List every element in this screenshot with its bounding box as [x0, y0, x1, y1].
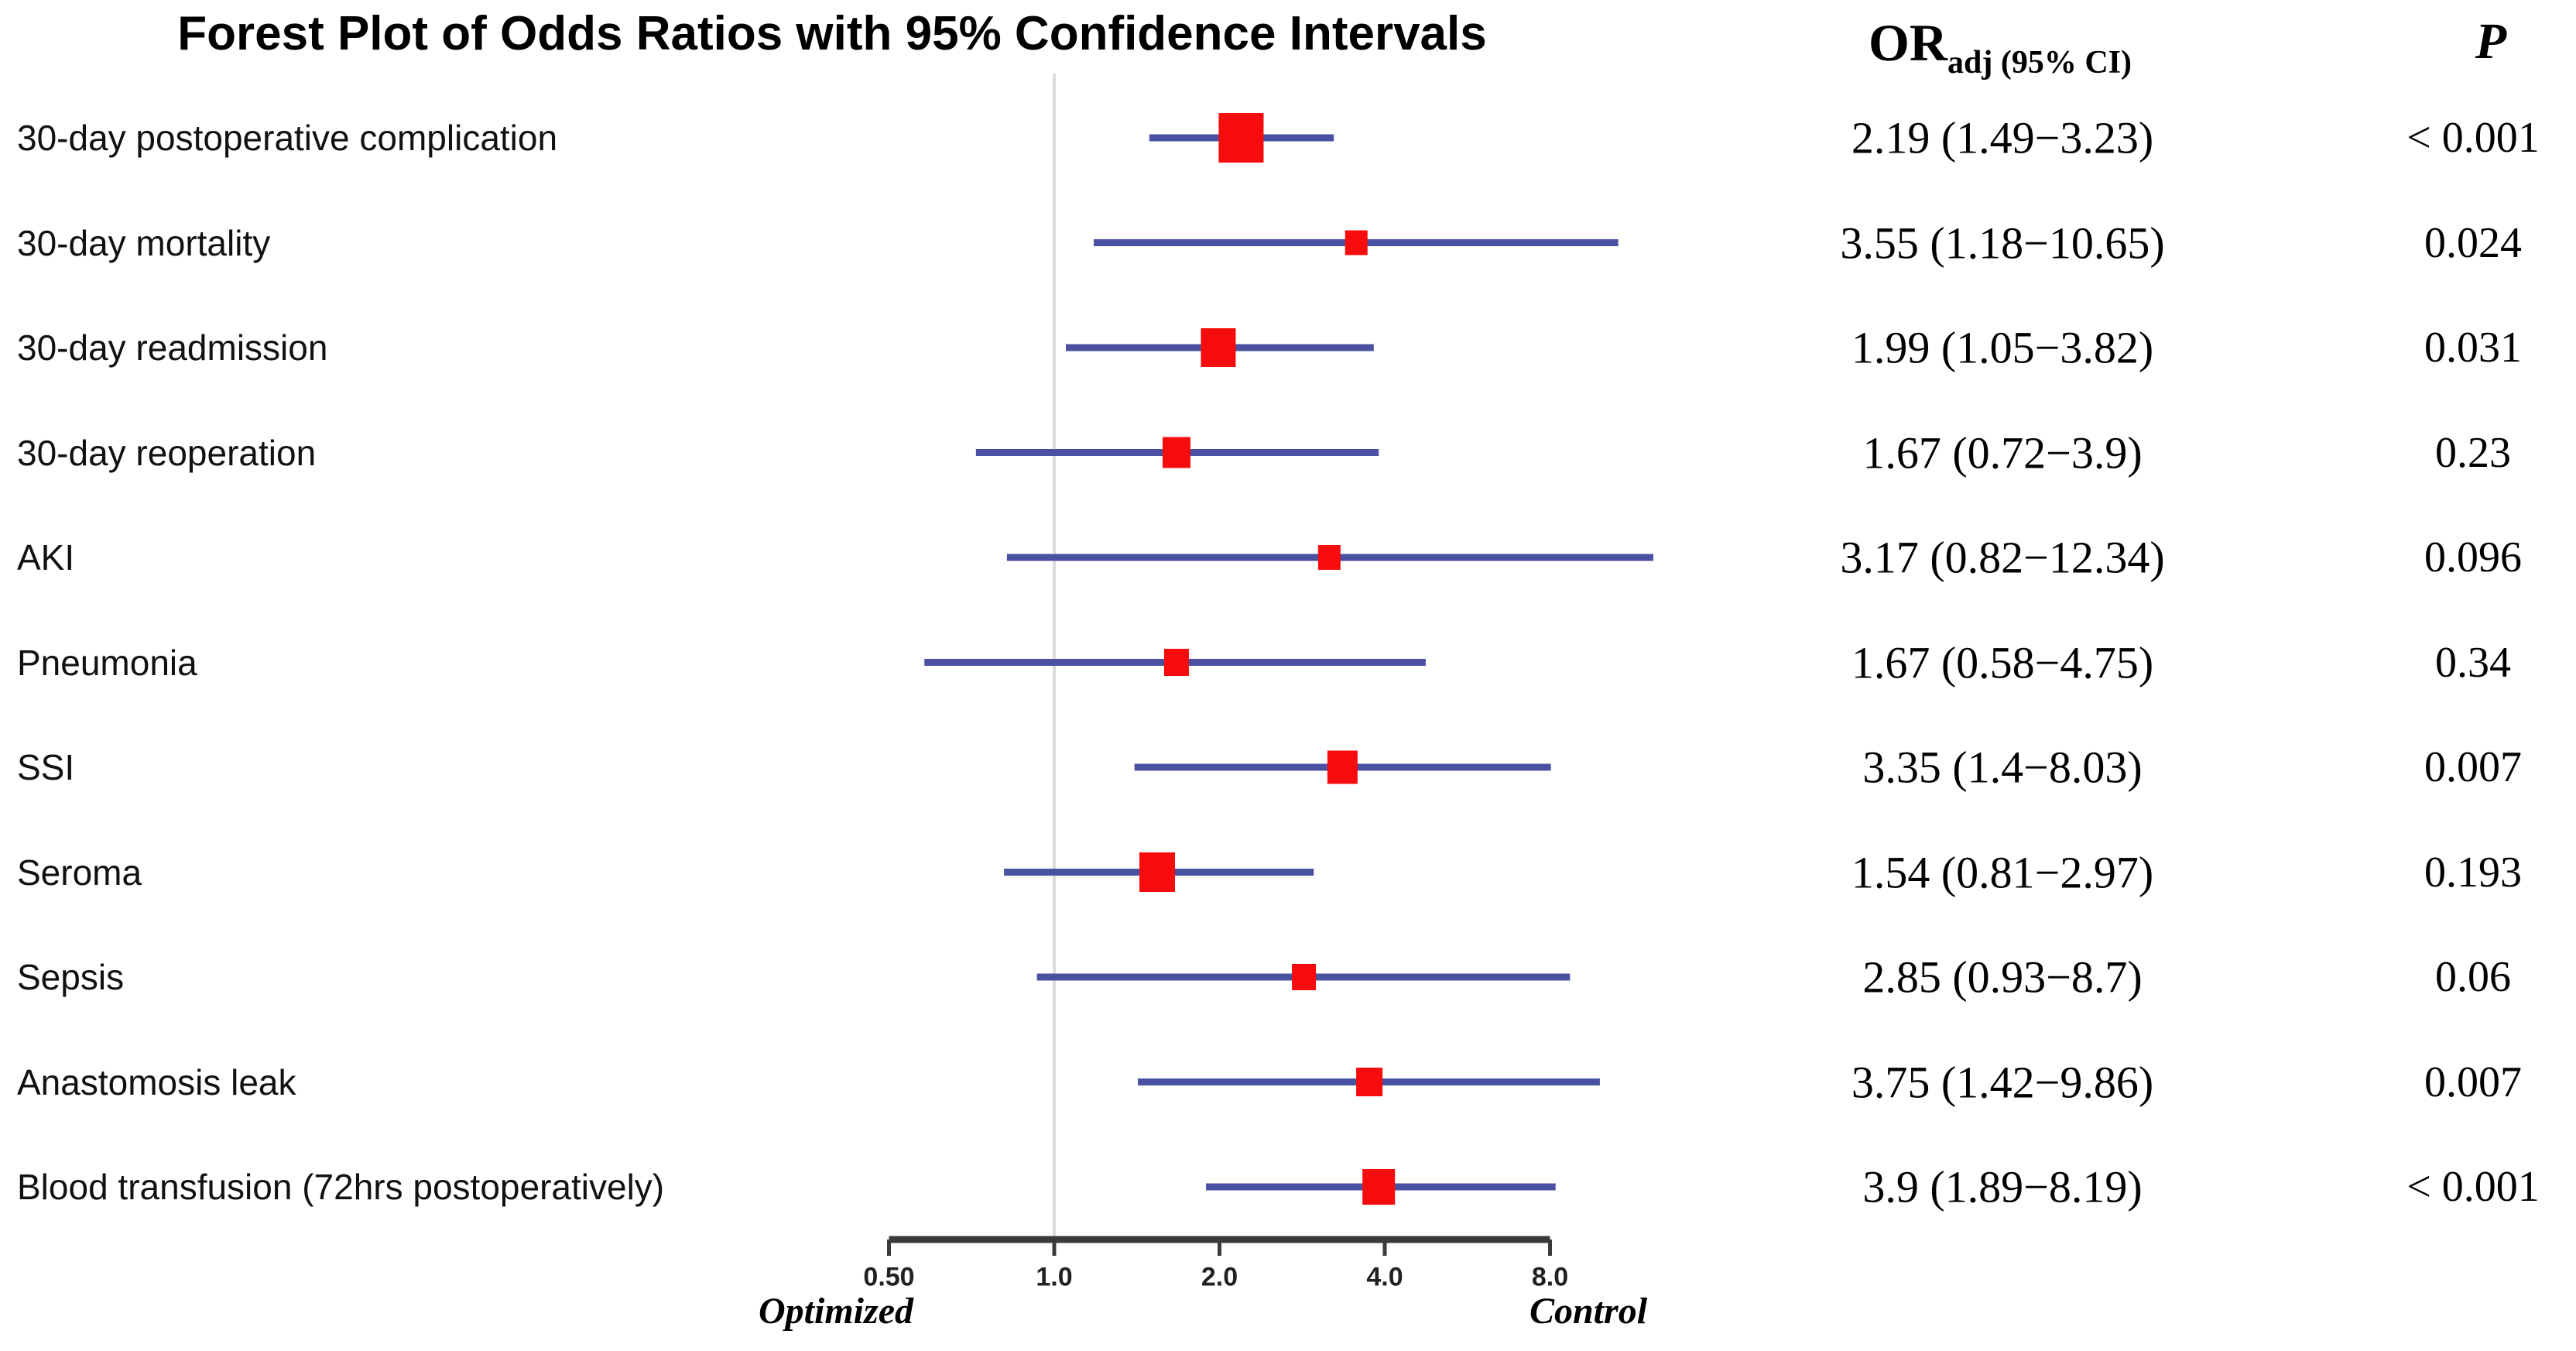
p-value: 0.34 [2435, 638, 2511, 687]
x-tick-label: 1.0 [1036, 1262, 1073, 1292]
x-tick-label: 2.0 [1201, 1262, 1238, 1292]
or-column-header: ORadj (95% CI) [1869, 12, 2132, 81]
or-square [1362, 1169, 1396, 1205]
or-header-subscript: adj (95% CI) [1947, 45, 2132, 81]
outcome-label: Blood transfusion (72hrs postoperatively… [17, 1167, 665, 1207]
outcome-label: 30-day postoperative complication [17, 118, 558, 158]
or-square [1345, 230, 1368, 255]
or-square [1163, 649, 1189, 676]
outcome-label: Pneumonia [17, 642, 197, 683]
p-value: 0.031 [2424, 324, 2522, 372]
or-square [1356, 1068, 1383, 1096]
p-value: 0.024 [2424, 218, 2522, 267]
or-ci-value: 2.19 (1.49−3.23) [1851, 112, 2154, 163]
or-ci-value: 1.67 (0.58−4.75) [1851, 637, 2154, 688]
or-ci-value: 1.67 (0.72−3.9) [1862, 427, 2143, 478]
or-header-main: OR [1869, 13, 1947, 72]
p-value: < 0.001 [2406, 114, 2540, 162]
or-square [1292, 964, 1317, 990]
p-value: 0.007 [2424, 1058, 2522, 1106]
or-ci-value: 2.85 (0.93−8.7) [1862, 952, 2143, 1003]
p-column-header: P [2475, 13, 2507, 70]
axis-label-optimized: Optimized [759, 1291, 913, 1332]
or-ci-value: 1.99 (1.05−3.82) [1851, 322, 2154, 373]
outcome-label: Sepsis [17, 957, 125, 997]
outcome-label: 30-day reoperation [17, 432, 317, 473]
axis-label-control: Control [1529, 1291, 1648, 1332]
or-square [1317, 545, 1341, 570]
or-ci-value: 1.54 (0.81−2.97) [1851, 847, 2154, 897]
x-tick-label: 4.0 [1366, 1262, 1403, 1292]
or-ci-value: 3.55 (1.18−10.65) [1840, 218, 2165, 268]
p-value: 0.007 [2424, 743, 2522, 791]
or-ci-value: 3.17 (0.82−12.34) [1840, 532, 2165, 583]
outcome-label: Seroma [17, 852, 142, 893]
p-value: 0.193 [2424, 848, 2522, 897]
outcome-label: SSI [17, 747, 75, 787]
or-ci-value: 3.9 (1.89−8.19) [1862, 1161, 2143, 1212]
outcome-label: AKI [17, 537, 75, 578]
p-value: 0.23 [2435, 428, 2511, 477]
or-square [1162, 437, 1190, 468]
figure-title: Forest Plot of Odds Ratios with 95% Conf… [177, 7, 1487, 60]
outcome-label: 30-day mortality [17, 222, 271, 263]
outcome-label: 30-day readmission [17, 327, 328, 368]
or-square [1201, 328, 1236, 367]
or-square [1327, 750, 1358, 784]
x-tick-label: 0.50 [863, 1262, 915, 1292]
p-value: 0.096 [2424, 533, 2522, 581]
or-square [1139, 852, 1175, 892]
or-square [1218, 113, 1264, 163]
or-ci-value: 3.75 (1.42−9.86) [1851, 1057, 2154, 1107]
x-tick-label: 8.0 [1531, 1262, 1569, 1292]
p-value: 0.06 [2435, 953, 2511, 1001]
or-ci-value: 3.35 (1.4−8.03) [1862, 742, 2143, 793]
outcome-label: Anastomosis leak [17, 1061, 296, 1102]
p-value: < 0.001 [2406, 1163, 2540, 1211]
